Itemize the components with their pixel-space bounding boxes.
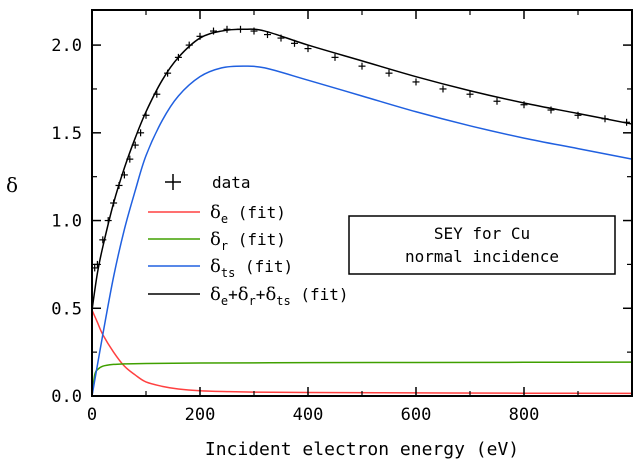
legend-label-delta-ts: δts (fit) <box>210 256 293 280</box>
y-tick-label: 1.0 <box>51 212 82 232</box>
x-axis-title: Incident electron energy (eV) <box>205 439 519 460</box>
data-point <box>223 25 231 33</box>
series-line-total <box>91 28 633 311</box>
data-point <box>137 129 145 137</box>
series-line-delta_r <box>91 361 633 397</box>
data-point <box>120 171 128 179</box>
series-line-delta_e <box>91 309 633 395</box>
data-point <box>277 34 285 42</box>
y-axis-ticks: 0.0 0.5 1.0 1.5 2.0 <box>51 36 632 407</box>
data-point <box>623 118 631 126</box>
annotation-box: SEY for Cu normal incidence <box>348 215 616 275</box>
legend-label-total: δe+δr+δts (fit) <box>210 284 349 308</box>
data-point <box>291 39 298 47</box>
data-point <box>142 111 150 119</box>
data-point <box>131 141 139 149</box>
data-point <box>493 97 501 105</box>
legend-item-delta-e: δe (fit) <box>148 202 286 226</box>
data-point <box>574 111 582 119</box>
y-tick-label: 1.5 <box>51 124 82 144</box>
data-point <box>164 69 172 77</box>
legend-item-delta-r: δr (fit) <box>148 229 286 253</box>
data-point <box>110 199 118 207</box>
data-point <box>547 106 555 114</box>
data-point <box>264 31 271 39</box>
annotation-line-1: SEY for Cu <box>434 224 530 243</box>
data-point <box>237 25 244 33</box>
legend-item-total: δe+δr+δts (fit) <box>148 284 349 308</box>
y-tick-label: 2.0 <box>51 36 82 56</box>
y-tick-label: 0.0 <box>51 387 82 407</box>
data-point <box>104 217 112 225</box>
x-tick-label: 200 <box>185 405 216 425</box>
data-point <box>99 236 107 244</box>
data-point <box>439 85 447 93</box>
data-point <box>385 69 393 77</box>
data-point <box>115 181 123 189</box>
y-axis-title: δ <box>6 173 18 197</box>
x-axis-ticks: 0 200 400 600 800 <box>87 10 579 425</box>
data-point <box>250 27 258 35</box>
data-point <box>331 53 339 61</box>
data-point <box>601 115 609 123</box>
data-point <box>520 101 528 109</box>
legend-label-data: data <box>212 173 251 192</box>
x-tick-label: 400 <box>293 405 324 425</box>
data-point <box>153 90 161 98</box>
legend-item-data: data <box>165 173 251 192</box>
data-point <box>466 90 474 98</box>
data-point <box>174 53 182 61</box>
data-markers <box>91 25 631 272</box>
data-point <box>210 27 217 35</box>
data-point <box>412 78 420 86</box>
legend: data δe (fit) δr (fit) δts (fit) δe+δr+δ… <box>148 173 349 308</box>
data-point <box>358 62 366 70</box>
x-tick-label: 800 <box>509 405 540 425</box>
legend-item-delta-ts: δts (fit) <box>148 256 293 280</box>
legend-label-delta-e: δe (fit) <box>210 202 286 226</box>
x-tick-label: 600 <box>401 405 432 425</box>
annotation-line-2: normal incidence <box>405 247 559 266</box>
series-line-delta_ts <box>91 65 633 397</box>
data-point <box>185 41 193 49</box>
legend-label-delta-r: δr (fit) <box>210 229 286 253</box>
data-point <box>196 32 204 40</box>
y-tick-label: 0.5 <box>51 299 82 319</box>
data-point <box>126 155 134 163</box>
data-point <box>304 45 312 53</box>
annotation-frame <box>348 215 616 275</box>
x-tick-label: 0 <box>87 405 97 425</box>
